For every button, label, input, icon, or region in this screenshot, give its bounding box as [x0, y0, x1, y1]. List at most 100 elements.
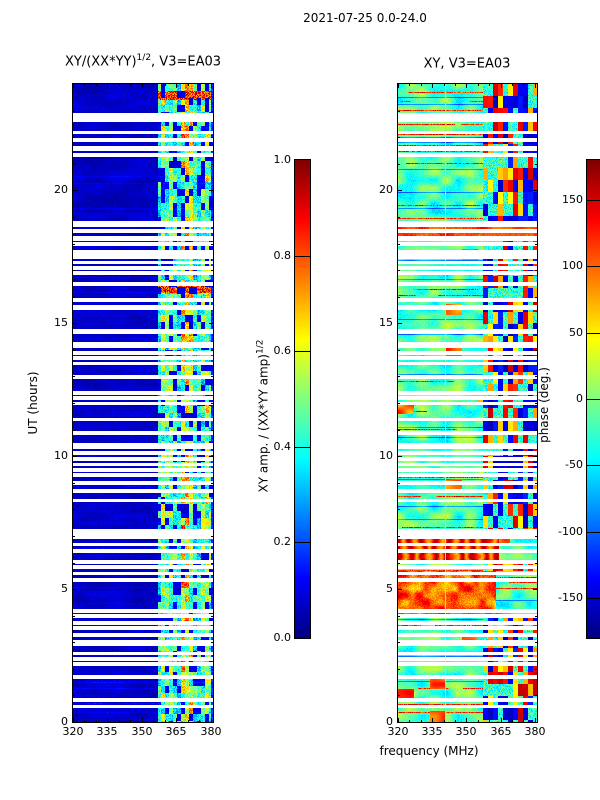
tick-mark	[73, 350, 75, 351]
tick-mark	[84, 84, 85, 86]
tick-mark	[211, 563, 213, 564]
colorbar-tick-label: 150	[562, 193, 583, 206]
tick-mark	[398, 403, 400, 404]
tick-mark	[119, 84, 120, 86]
tick-mark	[466, 718, 467, 722]
x-tick-label: 320	[387, 725, 409, 738]
colorbar-tick-label: -100	[558, 525, 583, 538]
x-tick-label: 320	[62, 725, 84, 738]
tick-mark	[73, 164, 75, 165]
tick-mark	[73, 616, 75, 617]
tick-mark	[176, 84, 177, 88]
tick-mark	[398, 137, 400, 138]
colorbar-tick-line	[587, 200, 600, 201]
tick-mark	[211, 509, 213, 510]
tick-mark	[73, 111, 75, 112]
tick-mark	[211, 297, 213, 298]
tick-mark	[73, 642, 75, 643]
left-colorbar-label: XY amp. / (XX*YY amp)1/2	[256, 340, 271, 493]
tick-mark	[73, 430, 75, 431]
tick-mark	[398, 669, 400, 670]
tick-mark	[533, 722, 537, 723]
tick-mark	[535, 509, 537, 510]
tick-mark	[501, 718, 502, 722]
tick-mark	[478, 84, 479, 86]
tick-mark	[398, 350, 400, 351]
tick-mark	[73, 270, 75, 271]
colorbar-tick-line	[295, 447, 310, 448]
tick-mark	[211, 137, 213, 138]
tick-mark	[535, 563, 537, 564]
tick-mark	[398, 270, 400, 271]
tick-mark	[188, 84, 189, 86]
colorbar-tick-line	[587, 532, 600, 533]
y-tick-label: 5	[61, 582, 68, 595]
tick-mark	[153, 720, 154, 722]
tick-mark	[211, 718, 212, 722]
tick-mark	[432, 718, 433, 722]
tick-mark	[165, 720, 166, 722]
colorbar-tick-line	[587, 465, 600, 466]
colorbar-tick-label: 0.2	[273, 535, 292, 548]
tick-mark	[501, 84, 502, 88]
colorbar-tick-line	[587, 266, 600, 267]
tick-mark	[398, 536, 400, 537]
tick-mark	[489, 720, 490, 722]
tick-mark	[130, 84, 131, 86]
tick-mark	[533, 190, 537, 191]
tick-mark	[533, 456, 537, 457]
tick-mark	[535, 164, 537, 165]
tick-mark	[398, 376, 400, 377]
tick-mark	[73, 456, 77, 457]
tick-mark	[211, 350, 213, 351]
tick-mark	[73, 297, 75, 298]
x-tick-label: 380	[200, 725, 222, 738]
tick-mark	[84, 720, 85, 722]
colorbar-tick-label: 0.4	[273, 440, 292, 453]
x-tick-label: 350	[455, 725, 477, 738]
colorbar-tick-line	[587, 399, 600, 400]
tick-mark	[165, 84, 166, 86]
tick-mark	[512, 84, 513, 86]
tick-mark	[421, 84, 422, 86]
x-tick-label: 335	[421, 725, 443, 738]
tick-mark	[211, 217, 213, 218]
tick-mark	[211, 669, 213, 670]
tick-mark	[432, 84, 433, 88]
colorbar-tick-label: 0.0	[273, 631, 292, 644]
tick-mark	[73, 536, 75, 537]
tick-mark	[535, 430, 537, 431]
tick-mark	[398, 164, 400, 165]
tick-mark	[73, 509, 75, 510]
tick-mark	[73, 563, 75, 564]
tick-mark	[535, 244, 537, 245]
tick-mark	[444, 720, 445, 722]
colorbar-tick-label: 1.0	[273, 153, 292, 166]
tick-mark	[96, 84, 97, 86]
colorbar-tick-line	[295, 256, 310, 257]
tick-mark	[398, 244, 400, 245]
tick-mark	[398, 84, 399, 88]
tick-mark	[398, 217, 400, 218]
tick-mark	[73, 137, 75, 138]
tick-mark	[533, 323, 537, 324]
left-panel-title-sup: 1/2	[136, 53, 152, 63]
tick-mark	[73, 217, 75, 218]
tick-mark	[73, 376, 75, 377]
x-tick-label: 380	[524, 725, 546, 738]
tick-mark	[535, 695, 537, 696]
tick-mark	[73, 718, 74, 722]
y-tick-label: 20	[379, 183, 393, 196]
right-colorbar-label: phase (deg.)	[537, 367, 551, 443]
tick-mark	[398, 642, 400, 643]
tick-mark	[535, 718, 536, 722]
tick-mark	[455, 84, 456, 86]
tick-mark	[398, 509, 400, 510]
left-panel-title-suffix: , V3=EA03	[151, 54, 222, 70]
tick-mark	[209, 323, 213, 324]
tick-mark	[209, 589, 213, 590]
tick-mark	[211, 536, 213, 537]
colorbar-tick-line	[295, 351, 310, 352]
tick-mark	[535, 297, 537, 298]
